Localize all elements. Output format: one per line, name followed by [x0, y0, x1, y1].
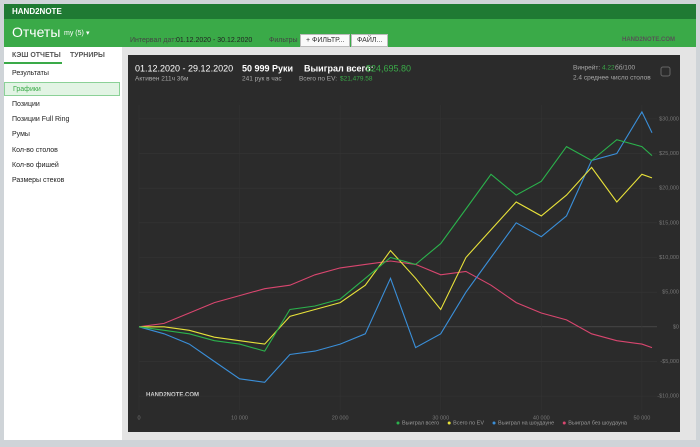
y-tick-label: $5,000 — [662, 290, 679, 296]
menu-item[interactable]: Результаты — [12, 70, 49, 77]
panel-bg — [128, 55, 680, 432]
file-button[interactable]: ФАЙЛ... — [351, 34, 389, 47]
period: 01.12.2020 - 29.12.2020 — [135, 63, 233, 73]
title-bar: HAND2NOTE — [4, 4, 696, 19]
x-tick-label: 50 000 — [633, 415, 650, 421]
tab[interactable]: ТУРНИРЫ — [70, 52, 105, 59]
filter-text: ФИЛЬТР... — [312, 37, 345, 44]
legend-dot — [492, 421, 496, 425]
series-line — [138, 139, 653, 352]
winrate-unit: бб/100 — [615, 64, 635, 72]
tables: 2.4 среднее число столов — [573, 75, 651, 82]
dropdown-arrow: ▾ — [86, 30, 90, 37]
series-line — [138, 110, 653, 383]
logo: HAND2NOTE.COM — [622, 37, 676, 43]
won-label: Выиграл всего: — [304, 63, 374, 73]
winrate: 4.22 — [602, 65, 615, 72]
filters-label: Фильтры — [269, 37, 298, 44]
ev-label: Всего по EV: — [299, 76, 337, 83]
legend-dot — [396, 421, 400, 425]
app-window: HAND2NOTE Отчеты my (5) ▾ КЭШ ОТЧЕТЫ ТУР… — [4, 4, 696, 440]
x-tick-label: 20 000 — [332, 415, 349, 421]
settings-icon[interactable] — [660, 66, 671, 77]
chart-panel: 01.12.2020 - 29.12.2020 Активен 211ч 36м… — [128, 55, 680, 432]
series-line — [138, 260, 653, 349]
legend-label: Выиграл на шоудауне — [498, 420, 554, 426]
user-select[interactable]: my (5) — [64, 30, 84, 37]
menu-item[interactable]: Кол-во фишей — [12, 161, 59, 169]
won: $24,695.80 — [366, 63, 411, 73]
hands-rate: 241 рук в час — [242, 76, 282, 83]
menu-item[interactable]: Кол-во столов — [12, 146, 58, 154]
legend-label: Всего по EV — [453, 420, 484, 426]
y-tick-label: $0 — [673, 324, 679, 330]
interval-label: Интервал дат: — [130, 37, 177, 44]
menu-item[interactable]: Румы — [12, 131, 30, 139]
menu-item[interactable]: Размеры стеков — [12, 177, 65, 185]
y-tick-label: $20,000 — [659, 186, 679, 192]
legend-dot — [562, 421, 566, 425]
menu-item[interactable]: Позиции — [12, 100, 40, 108]
legend-dot — [447, 421, 451, 425]
legend-label: Выиграл без шоудауна — [568, 420, 628, 426]
filter-button[interactable]: + ФИЛЬТР... — [300, 34, 351, 47]
hands: 50 999 Руки — [242, 63, 293, 73]
tab[interactable]: КЭШ ОТЧЕТЫ — [12, 52, 61, 59]
winrate-label: Винрейт: — [573, 64, 600, 72]
y-tick-label: $30,000 — [659, 116, 679, 122]
page-title: Отчеты — [12, 24, 61, 40]
tab-indicator — [4, 62, 62, 64]
watermark: HAND2NOTE.COM — [146, 393, 199, 399]
y-tick-label: $15,000 — [659, 220, 679, 226]
ev: $21,479.58 — [340, 76, 373, 83]
y-tick-label: $25,000 — [659, 151, 679, 157]
y-tick-label: -$5,000 — [660, 359, 679, 365]
x-tick-label: 30 000 — [432, 415, 449, 421]
menu-item[interactable]: Графики — [4, 82, 120, 97]
y-tick-label: $10,000 — [659, 255, 679, 261]
x-tick-label: 0 — [137, 415, 140, 421]
interval[interactable]: 01.12.2020 - 30.12.2020 — [176, 37, 253, 44]
sidebar: КЭШ ОТЧЕТЫ ТУРНИРЫ Результаты Графики Пози… — [4, 47, 122, 440]
x-tick-label: 40 000 — [533, 415, 550, 421]
legend-label: Выиграл всего — [402, 420, 439, 426]
menu-item[interactable]: Позиции Full Ring — [12, 115, 70, 123]
active: Активен 211ч 36м — [135, 76, 189, 83]
x-tick-label: 10 000 — [231, 415, 248, 421]
series-line — [139, 166, 653, 345]
y-tick-label: -$10,000 — [657, 394, 679, 400]
